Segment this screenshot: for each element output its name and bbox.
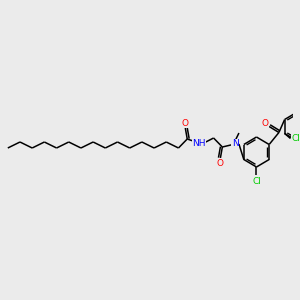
Text: NH: NH (192, 139, 206, 148)
Text: N: N (232, 140, 238, 148)
Text: Cl: Cl (252, 176, 261, 185)
Text: O: O (217, 158, 224, 167)
Text: Cl: Cl (292, 134, 300, 143)
Text: O: O (182, 118, 189, 127)
Text: O: O (262, 119, 269, 128)
